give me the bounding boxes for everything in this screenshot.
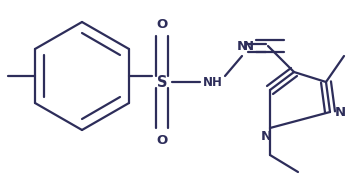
Text: O: O: [156, 134, 168, 146]
Text: N: N: [237, 40, 247, 52]
Text: O: O: [156, 18, 168, 30]
Text: N: N: [260, 129, 271, 142]
Text: N: N: [334, 105, 346, 118]
Text: N: N: [243, 40, 253, 52]
Text: NH: NH: [203, 76, 223, 88]
Text: S: S: [157, 74, 167, 90]
